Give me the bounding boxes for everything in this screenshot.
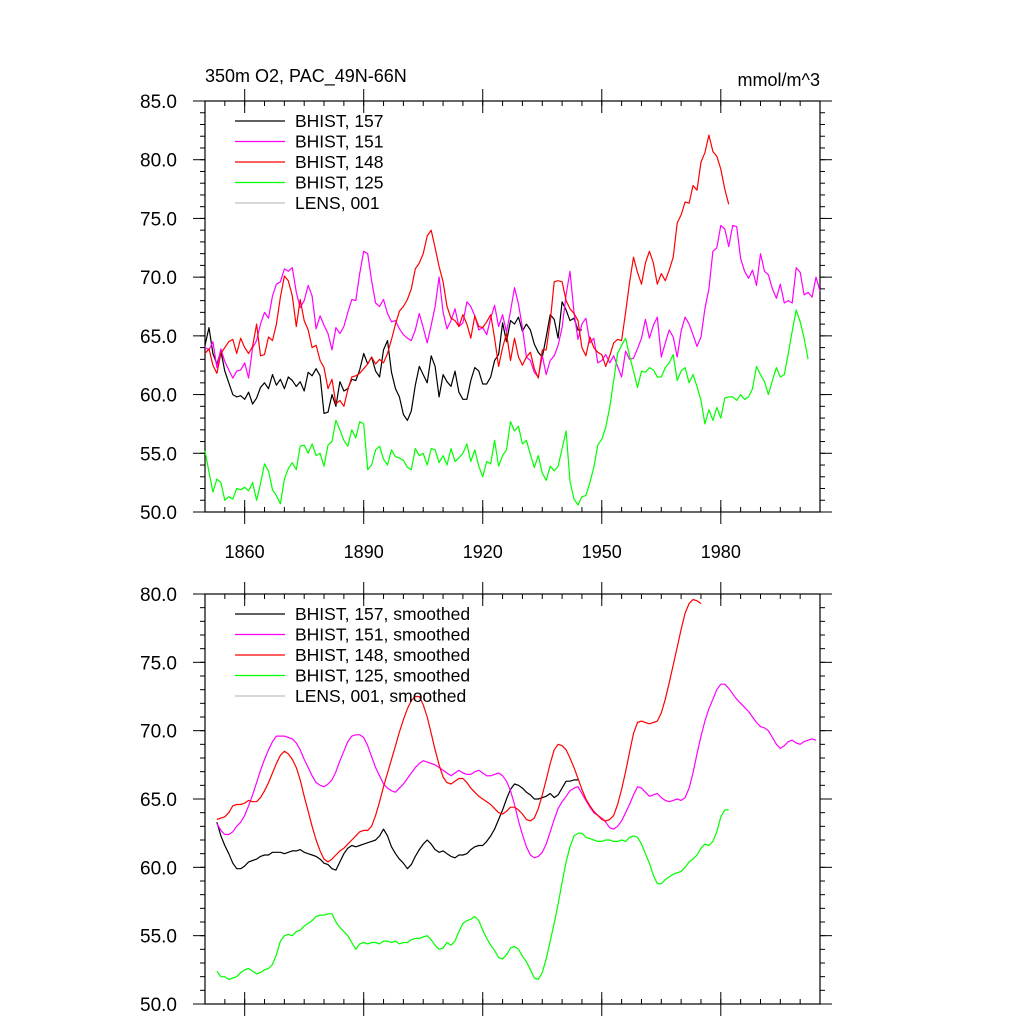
series-line-bhist-148 bbox=[204, 134, 730, 407]
legend-label: BHIST, 125, smoothed bbox=[295, 666, 470, 686]
x-tick-label: 1950 bbox=[582, 542, 622, 562]
y-tick-label: 75.0 bbox=[140, 209, 177, 230]
top-panel: 1860 1890 1920 1950 1980 50.0 55.0 60.0 65.0 70.0… bbox=[140, 89, 832, 562]
legend-label: BHIST, 157, smoothed bbox=[295, 604, 470, 624]
y-tick-label: 55.0 bbox=[140, 927, 177, 948]
x-tick-label: 1980 bbox=[701, 542, 741, 562]
y-tick-label: 65.0 bbox=[140, 790, 177, 811]
series-line-bhist-157 bbox=[204, 301, 582, 421]
legend-label: BHIST, 151 bbox=[295, 132, 384, 152]
legend-label: LENS, 001, smoothed bbox=[295, 686, 466, 706]
y-tick-label: 65.0 bbox=[140, 327, 177, 348]
units-label: mmol/m^3 bbox=[738, 70, 820, 90]
legend-label: BHIST, 125 bbox=[295, 173, 384, 193]
y-tick-label: 75.0 bbox=[140, 653, 177, 674]
series-line-bhist-125-smoothed bbox=[216, 809, 729, 980]
x-tick-label: 1920 bbox=[463, 542, 503, 562]
y-tick-label: 70.0 bbox=[140, 268, 177, 289]
series-line-bhist-125 bbox=[204, 309, 809, 506]
bottom-panel: 50.0 55.0 60.0 65.0 70.0 75.0 80.0 BHIST, 157, … bbox=[140, 582, 832, 1016]
y-tick-label: 60.0 bbox=[140, 858, 177, 879]
legend-label: BHIST, 151, smoothed bbox=[295, 625, 470, 645]
legend-label: LENS, 001 bbox=[295, 193, 380, 213]
x-tick-label: 1890 bbox=[344, 542, 384, 562]
series-line-bhist-151 bbox=[204, 224, 821, 379]
y-tick-label: 55.0 bbox=[140, 444, 177, 465]
series-line-bhist-148-smoothed bbox=[216, 598, 702, 863]
y-tick-label: 80.0 bbox=[140, 585, 177, 606]
series-line-bhist-151-smoothed bbox=[216, 683, 817, 859]
y-tick-label: 80.0 bbox=[140, 151, 177, 172]
chart-title: 350m O2, PAC_49N-66N bbox=[205, 66, 407, 87]
legend-label: BHIST, 148, smoothed bbox=[295, 645, 470, 665]
y-tick-label: 70.0 bbox=[140, 722, 177, 743]
y-tick-label: 60.0 bbox=[140, 386, 177, 407]
x-tick-label: 1860 bbox=[225, 542, 265, 562]
y-tick-label: 85.0 bbox=[140, 92, 177, 113]
series-line-bhist-157-smoothed bbox=[216, 779, 578, 871]
legend-label: BHIST, 148 bbox=[295, 152, 384, 172]
y-tick-label: 50.0 bbox=[140, 995, 177, 1016]
legend-label: BHIST, 157 bbox=[295, 111, 384, 131]
y-tick-label: 50.0 bbox=[140, 503, 177, 524]
plot-frame bbox=[204, 100, 821, 513]
